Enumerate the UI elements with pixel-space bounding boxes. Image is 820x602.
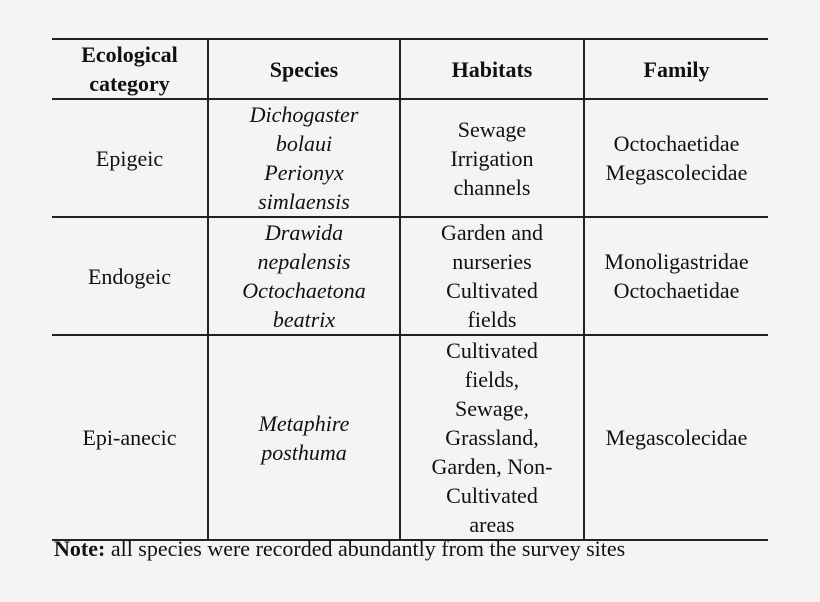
- species-line: bolaui: [275, 131, 333, 156]
- habitat-line: Sewage,: [455, 396, 529, 421]
- species-cell: Drawida nepalensis Octochaetona beatrix: [207, 217, 400, 336]
- table-row: Endogeic Drawida nepalensis Octochaetona…: [52, 217, 768, 336]
- species-line: Dichogaster: [249, 102, 359, 127]
- species-line: nepalensis: [257, 249, 351, 274]
- habitat-line: fields,: [464, 367, 520, 392]
- species-cell: Metaphire posthuma: [207, 335, 400, 541]
- habitats-cell: Garden and nurseries Cultivated fields: [399, 217, 584, 336]
- family-line: Megascolecidae: [605, 160, 748, 185]
- header-habitats: Habitats: [399, 38, 584, 100]
- habitat-line: areas: [469, 512, 515, 537]
- habitats-cell: Cultivated fields, Sewage, Grassland, Ga…: [399, 335, 584, 541]
- family-line: Megascolecidae: [605, 425, 748, 450]
- species-line: Metaphire: [258, 410, 350, 436]
- header-text: category: [89, 71, 170, 96]
- header-family: Family: [583, 38, 768, 100]
- habitat-line: nurseries: [452, 249, 532, 274]
- family-line: Octochaetidae: [613, 131, 740, 156]
- family-cell: Octochaetidae Megascolecidae: [583, 99, 768, 218]
- habitat-line: Cultivated: [446, 483, 538, 508]
- family-line: Monoligastridae: [604, 249, 749, 274]
- header-text: Habitats: [451, 56, 533, 82]
- header-text: Ecological: [81, 42, 178, 67]
- habitats-cell: Sewage Irrigation channels: [399, 99, 584, 218]
- habitat-line: Cultivated: [446, 338, 538, 363]
- table-footnote: Note: all species were recorded abundant…: [54, 534, 625, 564]
- category-cell: Epigeic: [52, 99, 208, 218]
- family-cell: Monoligastridae Octochaetidae: [583, 217, 768, 336]
- header-text: Family: [643, 56, 710, 82]
- category-cell: Epi-anecic: [52, 335, 208, 541]
- habitat-line: Grassland,: [445, 425, 539, 450]
- species-cell: Dichogaster bolaui Perionyx simlaensis: [207, 99, 400, 218]
- species-table-container: Ecological category Species Habitats Fam…: [52, 38, 768, 541]
- category-text: Epigeic: [95, 145, 164, 171]
- family-cell: Megascolecidae: [583, 335, 768, 541]
- category-text: Endogeic: [87, 263, 172, 289]
- table-row: Epi-anecic Metaphire posthuma Cultivated…: [52, 335, 768, 541]
- habitat-line: Garden and: [440, 220, 543, 245]
- category-text: Epi-anecic: [82, 425, 177, 450]
- habitat-line: Garden, Non-: [431, 454, 553, 479]
- species-line: posthuma: [261, 439, 347, 465]
- habitat-line: Sewage: [457, 116, 527, 142]
- habitat-line: Irrigation: [450, 145, 534, 171]
- header-species: Species: [207, 38, 400, 100]
- species-line: simlaensis: [258, 189, 350, 214]
- note-label: Note:: [54, 536, 106, 561]
- table-row: Epigeic Dichogaster bolaui Perionyx siml…: [52, 99, 768, 218]
- species-table: Ecological category Species Habitats Fam…: [52, 38, 768, 541]
- note-text: all species were recorded abundantly fro…: [105, 536, 626, 561]
- habitat-line: Cultivated: [446, 278, 538, 303]
- habitat-line: channels: [453, 174, 531, 200]
- category-cell: Endogeic: [52, 217, 208, 336]
- species-line: beatrix: [272, 307, 336, 332]
- family-line: Octochaetidae: [613, 278, 740, 303]
- habitat-line: fields: [467, 307, 517, 332]
- species-line: Drawida: [264, 220, 344, 245]
- header-ecological-category: Ecological category: [52, 38, 208, 100]
- header-text: Species: [269, 56, 339, 82]
- header-row: Ecological category Species Habitats Fam…: [52, 38, 768, 100]
- species-line: Perionyx: [264, 160, 344, 185]
- species-line: Octochaetona: [242, 278, 366, 303]
